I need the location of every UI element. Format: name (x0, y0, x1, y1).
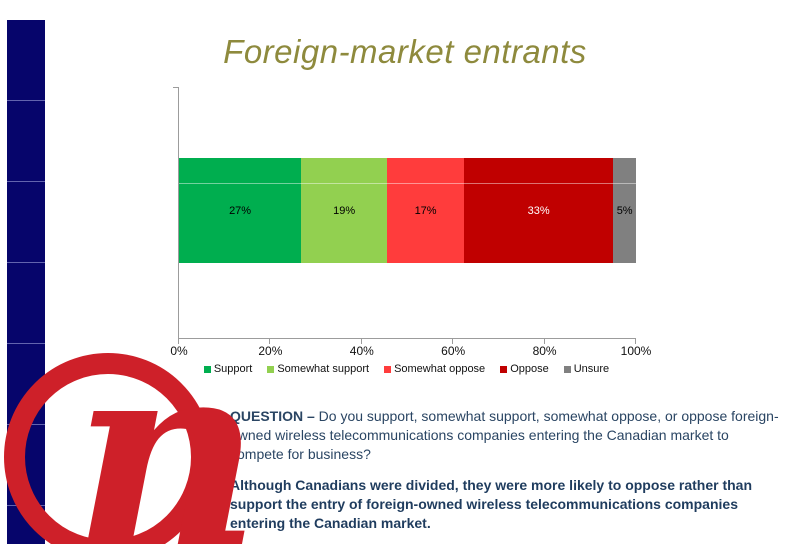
bar-segment-oppose: 33% (464, 158, 614, 263)
logo-n-icon: n (72, 303, 262, 544)
legend-swatch-icon (267, 365, 275, 373)
legend-label: Unsure (573, 363, 610, 375)
question-text: QUESTION – Do you support, somewhat supp… (230, 407, 786, 464)
x-label-20%: 20% (258, 344, 283, 358)
stacked-bar: 27% 19% 17% 33% 5% (179, 158, 636, 263)
legend-swatch-icon (563, 365, 571, 373)
legend-item-somewhat-support: Somewhat support (267, 363, 369, 375)
bar-segment-support: 27% (179, 158, 302, 263)
legend-label: Oppose (510, 363, 549, 375)
legend-label: Somewhat support (277, 363, 370, 375)
x-tick-100% (635, 338, 636, 344)
bar-segment-unsure: 5% (613, 158, 636, 263)
legend-label: Somewhat oppose (394, 363, 486, 375)
legend-item-oppose: Oppose (500, 363, 549, 375)
legend-item-unsure: Unsure (563, 363, 610, 375)
legend-swatch-icon (500, 365, 508, 373)
bar-segment-somewhat-support: 19% (301, 158, 388, 263)
question-body: Do you support, somewhat support, somewh… (230, 408, 779, 462)
x-tick-0% (178, 338, 179, 344)
x-tick-40% (360, 338, 362, 344)
x-label-0%: 0% (170, 344, 188, 358)
x-label-80%: 80% (532, 344, 557, 358)
conclusion-text: Although Canadians were divided, they we… (230, 477, 752, 531)
x-label-100%: 100% (620, 344, 652, 358)
legend-swatch-icon (384, 365, 392, 373)
bar-segment-somewhat-oppose: 17% (387, 158, 465, 263)
page-title: Foreign-market entrants (223, 33, 587, 70)
legend-swatch-icon (203, 365, 211, 373)
chart-legend: Support Somewhat support Somewhat oppose Op… (178, 363, 635, 375)
x-tick-60% (452, 338, 454, 344)
x-tick-20% (269, 338, 271, 344)
x-label-60%: 60% (441, 344, 466, 358)
legend-item-somewhat-oppose: Somewhat oppose (384, 363, 485, 375)
legend-label: Support (213, 363, 253, 375)
legend-item-support: Support (203, 363, 253, 375)
y-axis-top-tick (173, 87, 179, 88)
chart-plot-area: 27% 19% 17% 33% 5% 0% 20% 40% 60% 80% 100% (170, 87, 651, 358)
x-tick-80% (543, 338, 545, 344)
question-label: QUESTION – (230, 408, 315, 424)
x-label-40%: 40% (349, 344, 374, 358)
